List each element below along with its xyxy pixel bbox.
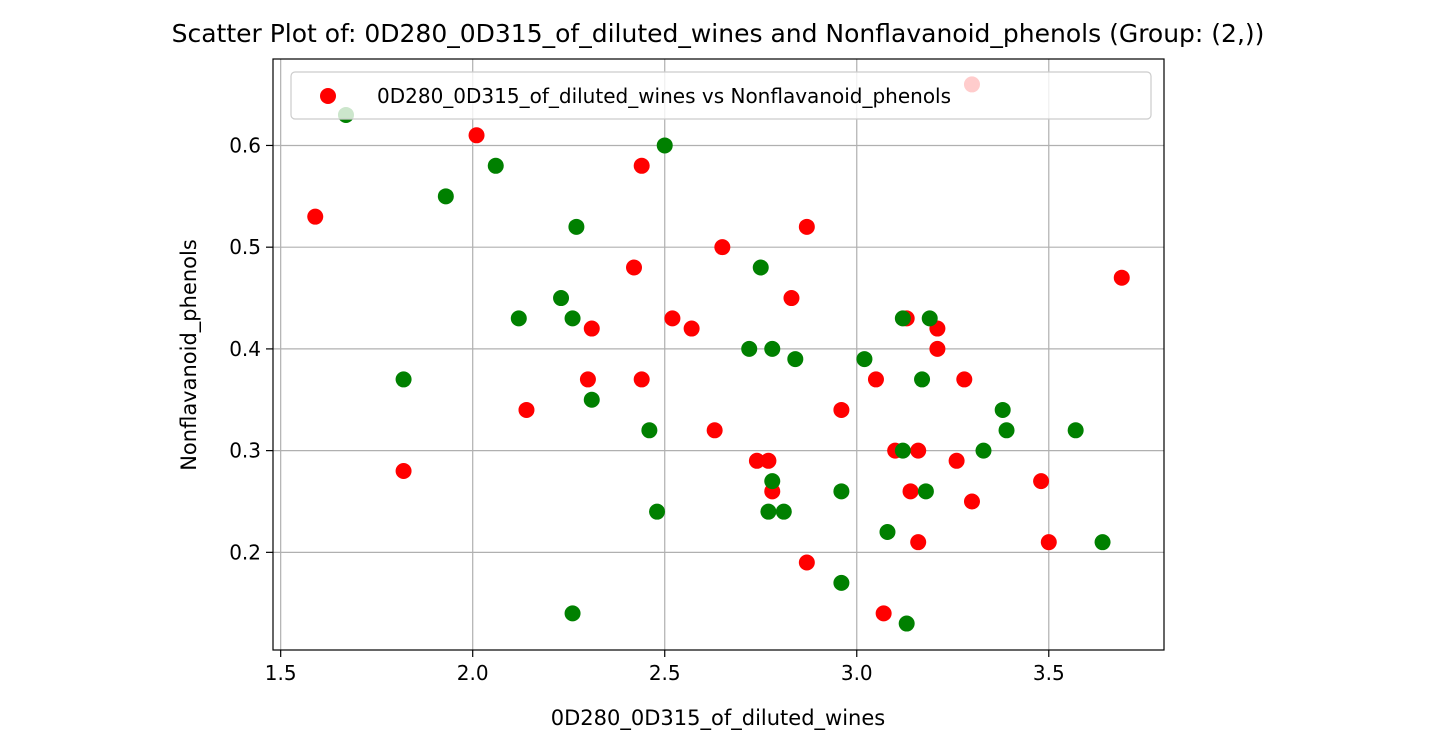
scatter-point <box>579 371 596 388</box>
scatter-point <box>1040 534 1057 551</box>
x-tick-label: 3.0 <box>841 661 873 685</box>
scatter-point <box>683 320 700 337</box>
scatter-point <box>879 524 896 541</box>
grid-lines <box>273 59 1164 650</box>
scatter-point <box>1067 422 1084 439</box>
y-tick-label: 0.4 <box>229 337 261 361</box>
scatter-point <box>664 310 681 327</box>
y-tick-label: 0.6 <box>229 133 261 157</box>
scatter-point <box>1033 473 1050 490</box>
scatter-point <box>656 137 673 154</box>
scatter-point <box>510 310 527 327</box>
scatter-point <box>856 351 873 368</box>
scatter-point <box>798 554 815 571</box>
scatter-point <box>867 371 884 388</box>
scatter-point <box>910 442 927 459</box>
scatter-point <box>633 157 650 174</box>
scatter-point <box>395 371 412 388</box>
scatter-point <box>487 157 504 174</box>
chart-title: Scatter Plot of: 0D280_0D315_of_diluted_… <box>172 19 1265 48</box>
scatter-point <box>894 442 911 459</box>
scatter-point <box>914 371 931 388</box>
x-tick-label: 1.5 <box>265 661 297 685</box>
x-tick-label: 3.5 <box>1033 661 1065 685</box>
scatter-point <box>921 310 938 327</box>
scatter-point <box>641 422 658 439</box>
scatter-point <box>583 391 600 408</box>
scatter-point <box>994 401 1011 418</box>
scatter-point <box>307 208 324 225</box>
scatter-point <box>633 371 650 388</box>
scatter-points <box>307 76 1130 632</box>
scatter-point <box>741 340 758 357</box>
scatter-point <box>760 452 777 469</box>
scatter-point <box>518 401 535 418</box>
scatter-point <box>929 340 946 357</box>
scatter-point <box>395 462 412 479</box>
plot-frame <box>272 58 1165 651</box>
scatter-point <box>898 615 915 632</box>
legend: 0D280_0D315_of_diluted_wines vs Nonflava… <box>290 71 1152 120</box>
scatter-point <box>775 503 792 520</box>
scatter-point <box>764 473 781 490</box>
y-axis-ticks: 0.2 0.3 0.4 0.5 0.6 <box>229 133 273 564</box>
scatter-point <box>468 127 485 144</box>
y-tick-label: 0.3 <box>229 439 261 463</box>
scatter-point <box>706 422 723 439</box>
legend-label: 0D280_0D315_of_diluted_wines vs Nonflava… <box>377 84 951 108</box>
scatter-point <box>833 483 850 500</box>
scatter-point <box>626 259 643 276</box>
y-tick-label: 0.5 <box>229 235 261 259</box>
legend-box <box>290 71 1152 120</box>
scatter-point <box>787 351 804 368</box>
scatter-point <box>963 493 980 510</box>
scatter-point <box>760 503 777 520</box>
scatter-point <box>752 259 769 276</box>
x-tick-label: 2.5 <box>649 661 681 685</box>
scatter-point <box>649 503 666 520</box>
scatter-point <box>437 188 454 205</box>
scatter-point <box>998 422 1015 439</box>
scatter-point <box>917 483 934 500</box>
scatter-point <box>875 605 892 622</box>
scatter-point <box>948 452 965 469</box>
x-tick-label: 2.0 <box>457 661 489 685</box>
scatter-point <box>833 574 850 591</box>
scatter-point <box>1113 269 1130 286</box>
scatter-point <box>583 320 600 337</box>
y-axis-label: Nonflavanoid_phenols <box>177 239 202 471</box>
scatter-point <box>1094 534 1111 551</box>
scatter-point <box>798 218 815 235</box>
scatter-point <box>553 290 570 307</box>
scatter-point <box>902 483 919 500</box>
scatter-point <box>568 218 585 235</box>
scatter-point <box>894 310 911 327</box>
scatter-point <box>910 534 927 551</box>
y-tick-label: 0.2 <box>229 540 261 564</box>
scatter-point <box>783 290 800 307</box>
scatter-point <box>975 442 992 459</box>
scatter-point <box>833 401 850 418</box>
scatter-point <box>956 371 973 388</box>
scatter-point <box>564 605 581 622</box>
scatter-point <box>764 340 781 357</box>
scatter-point <box>714 239 731 256</box>
legend-marker <box>320 88 336 104</box>
x-axis-label: 0D280_0D315_of_diluted_wines <box>551 706 885 731</box>
scatter-point <box>748 452 765 469</box>
scatter-point <box>564 310 581 327</box>
x-axis-ticks: 1.5 2.0 2.5 3.0 3.5 <box>265 650 1065 685</box>
